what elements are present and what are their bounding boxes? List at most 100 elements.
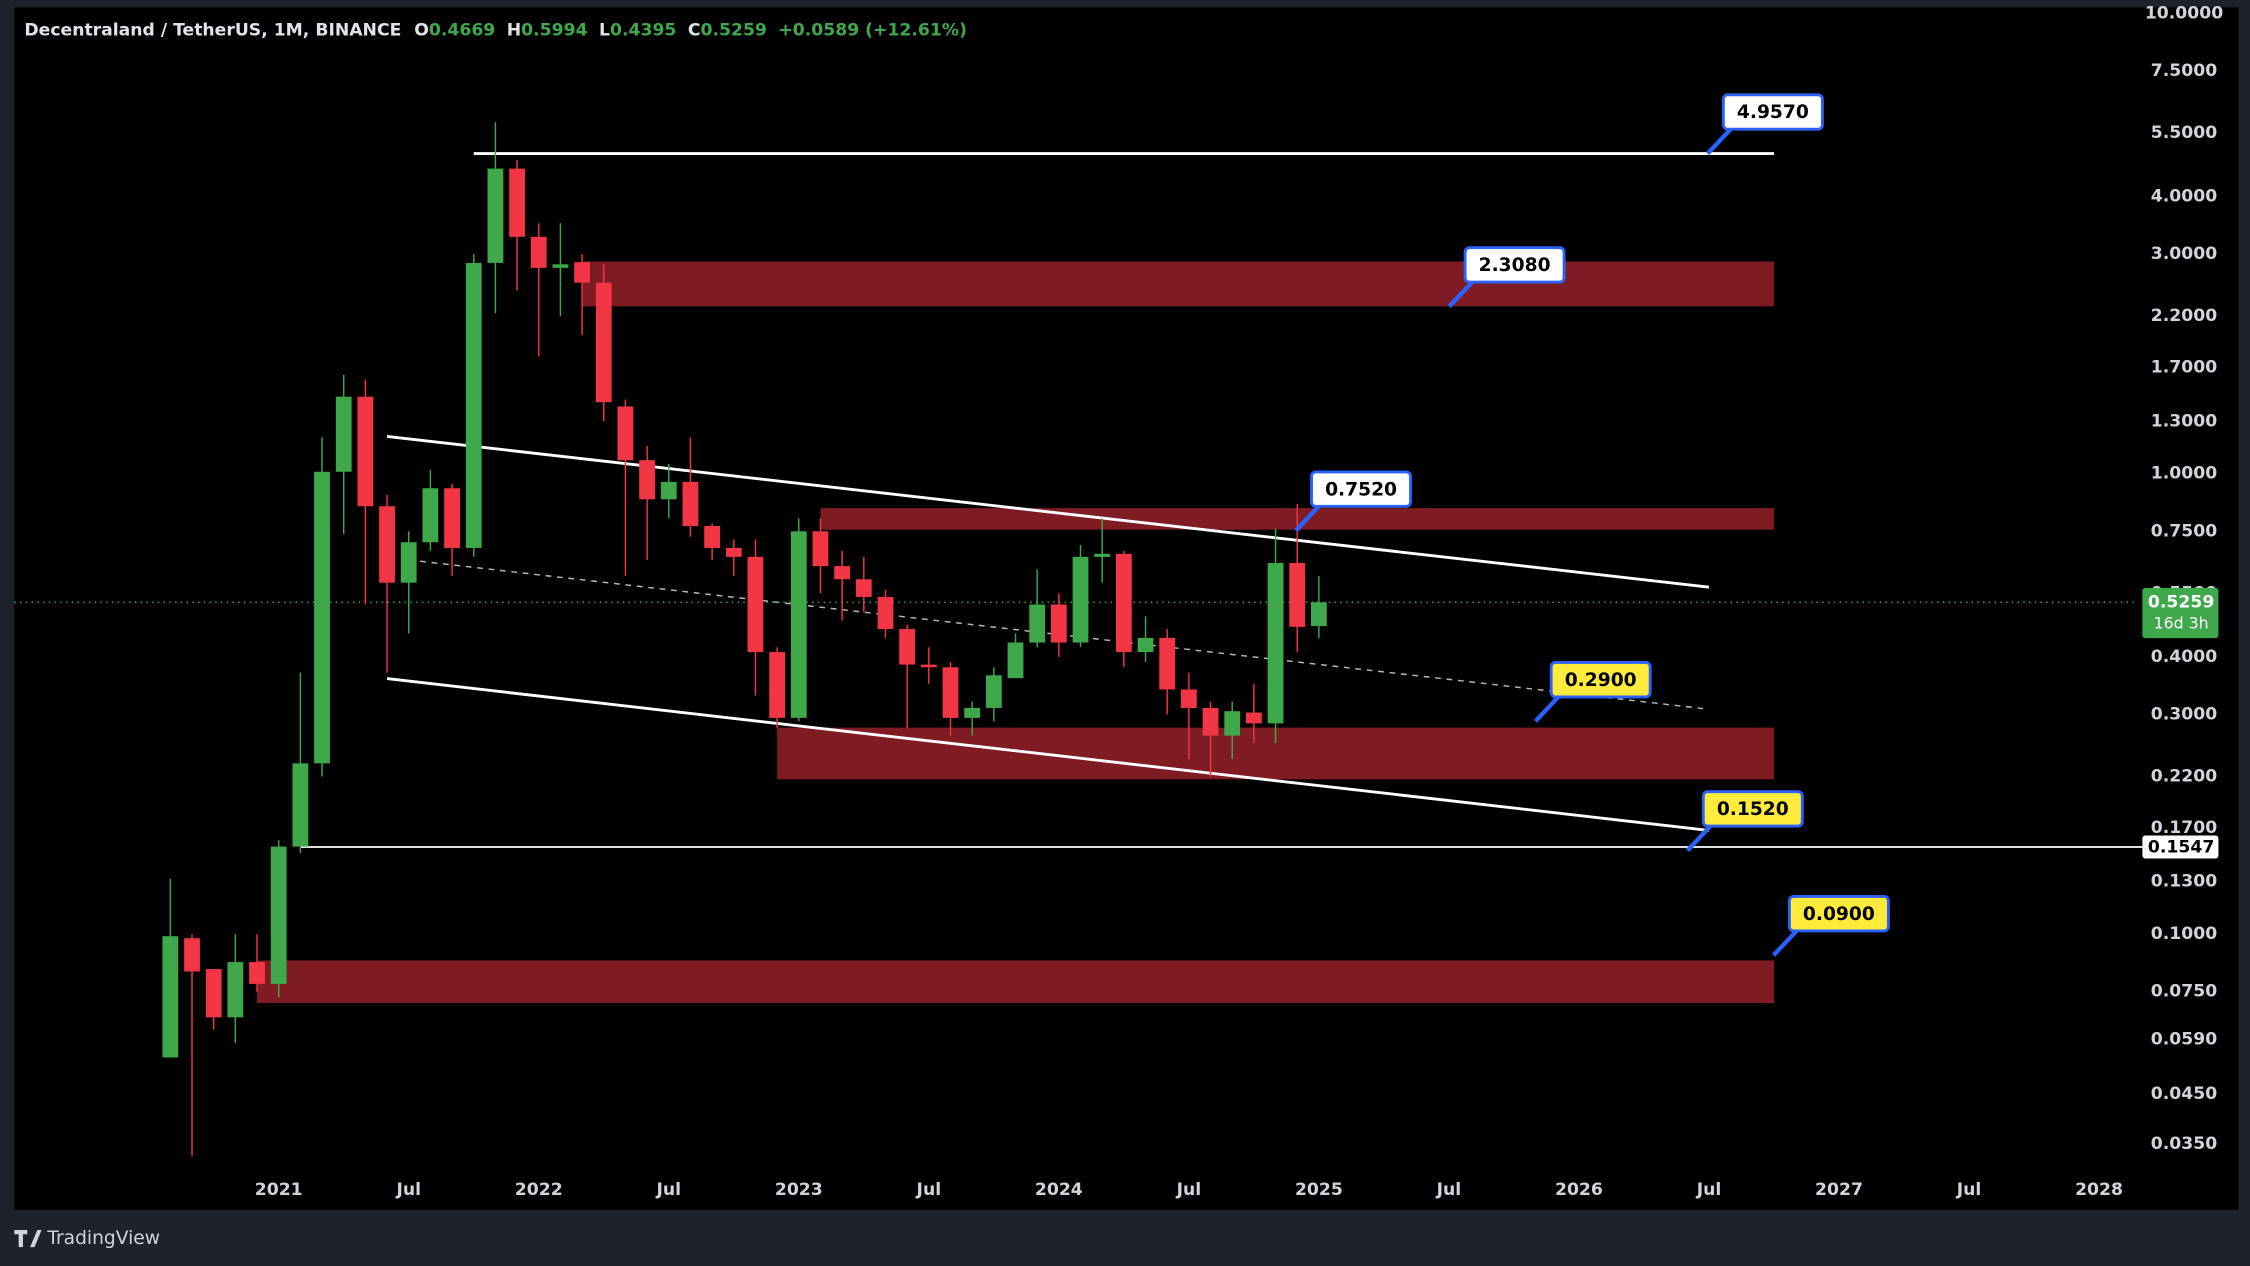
candle-body — [1115, 553, 1132, 653]
x-tick-label: 2024 — [1035, 1180, 1083, 1200]
candle-body — [1224, 711, 1241, 736]
candle-body — [899, 629, 916, 665]
ohlc-letter: O — [414, 20, 429, 40]
callout-label: 2.3080 — [1479, 255, 1551, 276]
change-value: +0.0589 (+12.61%) — [778, 20, 967, 40]
x-tick-label: Jul — [1696, 1180, 1722, 1200]
footer-brand: TradingView — [46, 1228, 160, 1249]
candle-body — [357, 396, 374, 507]
callout-pointer — [1772, 929, 1799, 957]
y-tick-label: 0.7500 — [2151, 521, 2217, 541]
candle-body — [985, 675, 1002, 708]
candle-body — [444, 488, 460, 548]
y-tick-label: 10.0000 — [2145, 3, 2223, 23]
candle-body — [270, 846, 287, 984]
candle-body — [920, 664, 937, 668]
candle-body — [855, 579, 872, 597]
y-tick-label: 0.1300 — [2151, 872, 2217, 892]
callout-label: 0.7520 — [1325, 479, 1397, 500]
candle-body — [877, 596, 894, 630]
candle-body — [964, 707, 981, 718]
y-tick-label: 0.0450 — [2151, 1084, 2217, 1104]
zone — [582, 261, 1774, 307]
callout-box — [1549, 661, 1652, 699]
candle-body — [639, 460, 655, 500]
callout-box — [1701, 790, 1804, 828]
y-tick-label: 0.1700 — [2151, 818, 2217, 838]
x-tick-label: Jul — [1956, 1180, 1982, 1200]
candle-body — [595, 282, 612, 403]
candle-body — [1289, 562, 1306, 627]
y-tick-label: 4.0000 — [2151, 187, 2217, 207]
candle-body — [747, 556, 764, 653]
y-tick-label: 0.0590 — [2151, 1030, 2217, 1050]
y-tick-label: 1.0000 — [2151, 464, 2217, 484]
trend-line — [386, 435, 1710, 589]
x-tick-label: 2027 — [1815, 1180, 1863, 1200]
candle-body — [1311, 602, 1327, 627]
candle-body — [1050, 604, 1067, 643]
candle-body — [790, 531, 807, 718]
candle-body — [465, 262, 482, 548]
candle-body — [205, 969, 222, 1018]
callout-label: 4.9570 — [1737, 102, 1809, 123]
x-tick-label: 2026 — [1555, 1180, 1603, 1200]
candle-body — [530, 236, 547, 268]
y-tick-label: 1.3000 — [2151, 411, 2217, 431]
hline-price-label: 0.1547 — [2148, 838, 2214, 858]
candle-body — [1029, 604, 1046, 643]
x-tick-label: 2022 — [515, 1180, 563, 1200]
callout-pointer — [1294, 504, 1321, 533]
y-tick-label: 7.5000 — [2151, 61, 2217, 81]
candle-body — [725, 547, 742, 557]
candle-body — [769, 652, 786, 718]
y-tick-label: 5.5000 — [2151, 123, 2217, 143]
candle-body — [422, 488, 439, 543]
trend-line — [386, 677, 1710, 832]
y-tick-label: 0.4000 — [2151, 647, 2217, 667]
candle-body — [314, 471, 330, 764]
candle-body — [812, 531, 829, 567]
callout-box — [1721, 93, 1824, 131]
callout-box — [1787, 895, 1890, 933]
y-tick-label: 0.2200 — [2151, 767, 2217, 787]
header: Decentraland / TetherUS, 1M, BINANCE O0.4… — [24, 20, 967, 40]
y-tick-label: 0.1000 — [2151, 924, 2217, 944]
ohlc-value: 0.5994 — [521, 20, 587, 40]
candle-body — [227, 962, 244, 1018]
callout-pointer — [1706, 127, 1733, 156]
candle-body — [400, 542, 417, 583]
candle-body — [249, 962, 265, 984]
candle-body — [574, 262, 590, 283]
y-tick-label: 2.2000 — [2151, 306, 2217, 326]
candle-body — [1245, 712, 1262, 724]
candle-body — [660, 481, 677, 500]
y-tick-label: 3.0000 — [2151, 244, 2217, 264]
x-tick-label: Jul — [656, 1180, 682, 1200]
zone — [257, 960, 1774, 1003]
callout-pointer — [1685, 824, 1713, 852]
tv-logo — [14, 1229, 42, 1248]
candle-body — [1094, 553, 1111, 557]
callout-box — [1310, 470, 1412, 508]
last-price-label: 0.5259 — [2148, 592, 2214, 612]
hline-price-box — [2142, 835, 2219, 859]
candle-body — [335, 396, 352, 472]
y-tick-label: 1.7000 — [2151, 358, 2217, 378]
last-price-box — [2142, 587, 2219, 639]
candle-body — [834, 566, 851, 580]
x-tick-label: 2021 — [255, 1180, 303, 1200]
candle-body — [184, 938, 200, 972]
candle-body — [682, 481, 699, 527]
candle-body — [1137, 637, 1154, 653]
ohlc-value: 0.4395 — [610, 20, 676, 40]
candle-body — [1072, 556, 1089, 643]
callout-label: 0.0900 — [1803, 904, 1875, 925]
x-tick-label: 2028 — [2075, 1180, 2123, 1200]
y-tick-label: 0.0350 — [2151, 1134, 2217, 1154]
candle-body — [379, 506, 395, 583]
candle-body — [1202, 707, 1219, 736]
candle-body — [942, 667, 959, 718]
candle-body — [1180, 689, 1197, 708]
x-tick-label: 2025 — [1295, 1180, 1343, 1200]
